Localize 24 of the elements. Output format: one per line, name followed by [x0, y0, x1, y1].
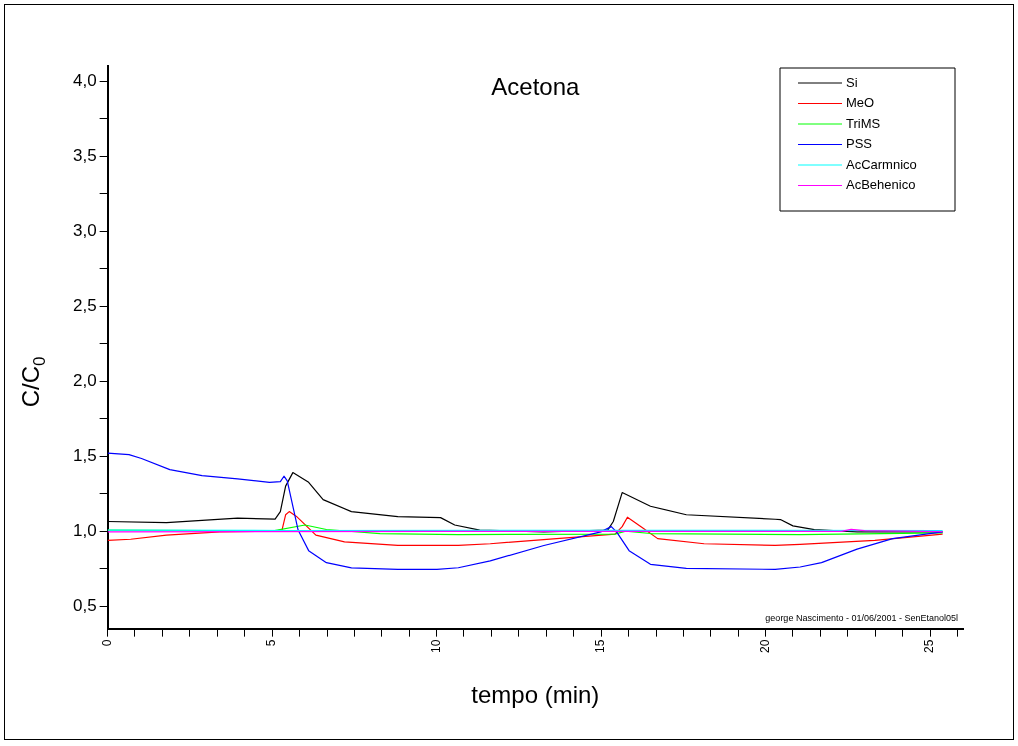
y-tick-label: 2,5: [72, 295, 97, 315]
x-tick-label: 10: [428, 639, 443, 654]
y-tick-label: 0,5: [72, 595, 97, 615]
x-tick-label: 0: [99, 639, 114, 647]
legend-label: AcCarmnico: [846, 156, 917, 172]
x-tick-label: 5: [264, 639, 279, 647]
x-tick-label: 20: [757, 639, 772, 654]
legend-label: AcBehenico: [846, 177, 916, 193]
legend-label: TriMS: [846, 115, 881, 131]
legend-label: PSS: [846, 136, 873, 152]
y-tick-label: 1,5: [72, 445, 97, 465]
y-tick-label: 3,0: [72, 220, 97, 240]
chart-title: Acetona: [491, 72, 580, 100]
y-tick-label: 4,0: [72, 70, 97, 90]
legend-label: MeO: [846, 95, 875, 111]
legend-label: Si: [846, 74, 858, 90]
x-tick-label: 25: [922, 639, 937, 654]
y-axis-title: C/C0: [17, 356, 50, 408]
y-tick-label: 3,5: [72, 145, 97, 165]
annotation: george Nascimento - 01/06/2001 - SenEtanol05l: [765, 613, 958, 624]
y-tick-label: 2,0: [72, 370, 97, 390]
x-axis-title: tempo (min): [471, 681, 600, 709]
y-tick-label: 1,0: [72, 520, 97, 540]
x-tick-label: 15: [593, 639, 608, 654]
